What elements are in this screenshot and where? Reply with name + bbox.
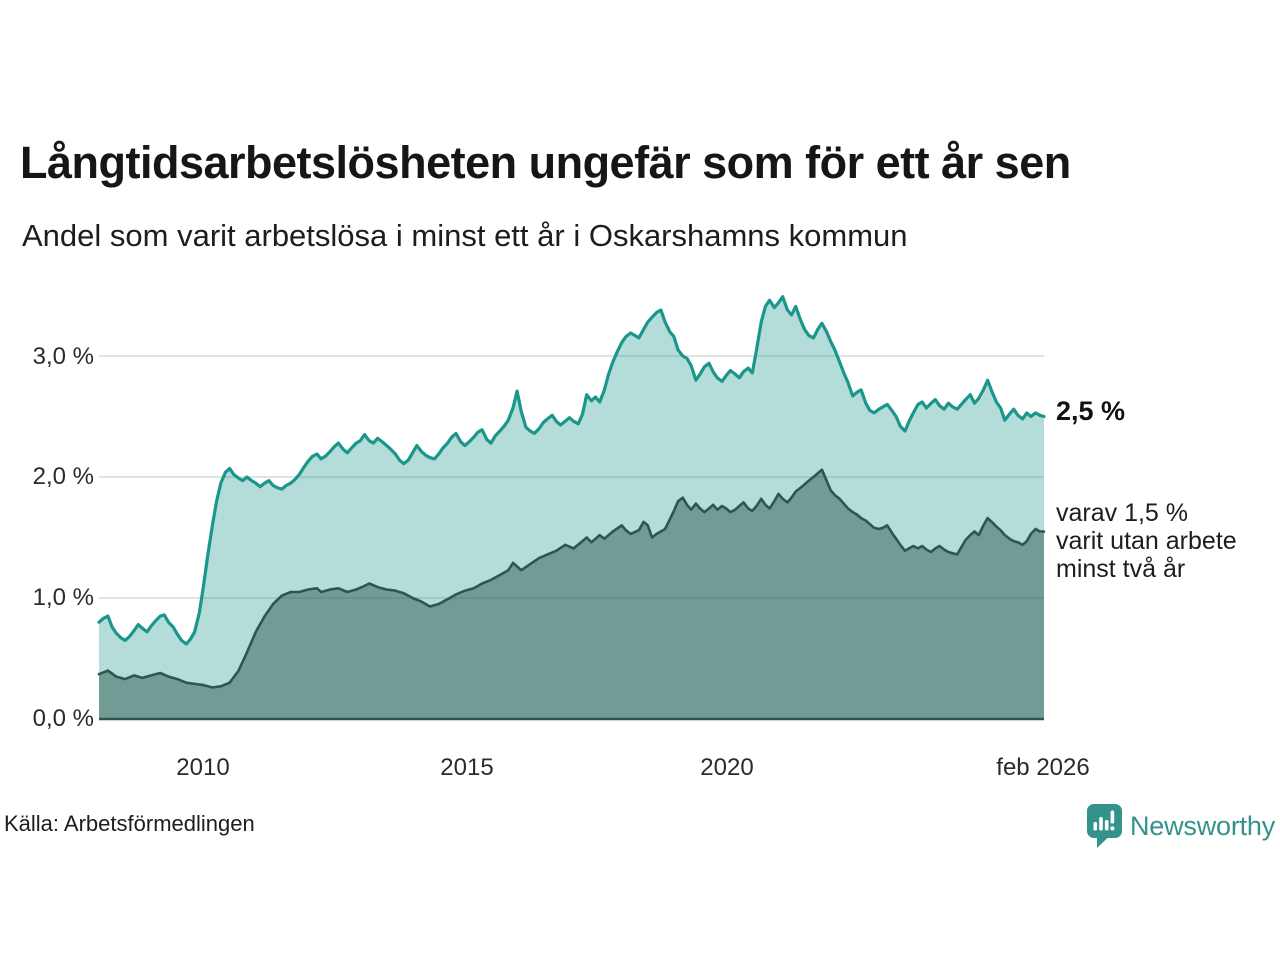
latest-value-label: 2,5 % — [1056, 396, 1126, 426]
y-axis-tick-2: 2,0 % — [32, 463, 94, 490]
page-title: Långtidsarbetslösheten ungefär som för e… — [20, 137, 1071, 188]
x-axis-tick-2010: 2010 — [176, 754, 230, 781]
newsworthy-logo: Newsworthy — [1086, 803, 1275, 848]
x-axis-tick-2020: 2020 — [700, 754, 754, 781]
x-axis-tick-2015: 2015 — [440, 754, 494, 781]
source-note: Källa: Arbetsförmedlingen — [4, 811, 255, 836]
page-subtitle: Andel som varit arbetslösa i minst ett å… — [22, 218, 908, 253]
x-axis-tick-feb-2026: feb 2026 — [996, 754, 1090, 781]
newsworthy-wordmark: Newsworthy — [1130, 810, 1276, 841]
newsworthy-bubble-chart-icon — [1087, 804, 1122, 848]
y-axis-tick-1: 1,0 % — [32, 584, 94, 611]
y-axis-tick-3: 3,0 % — [32, 343, 94, 370]
y-axis-tick-0: 0,0 % — [32, 705, 94, 732]
secondary-annotation: varav 1,5 % varit utan arbete minst två … — [1056, 499, 1237, 583]
